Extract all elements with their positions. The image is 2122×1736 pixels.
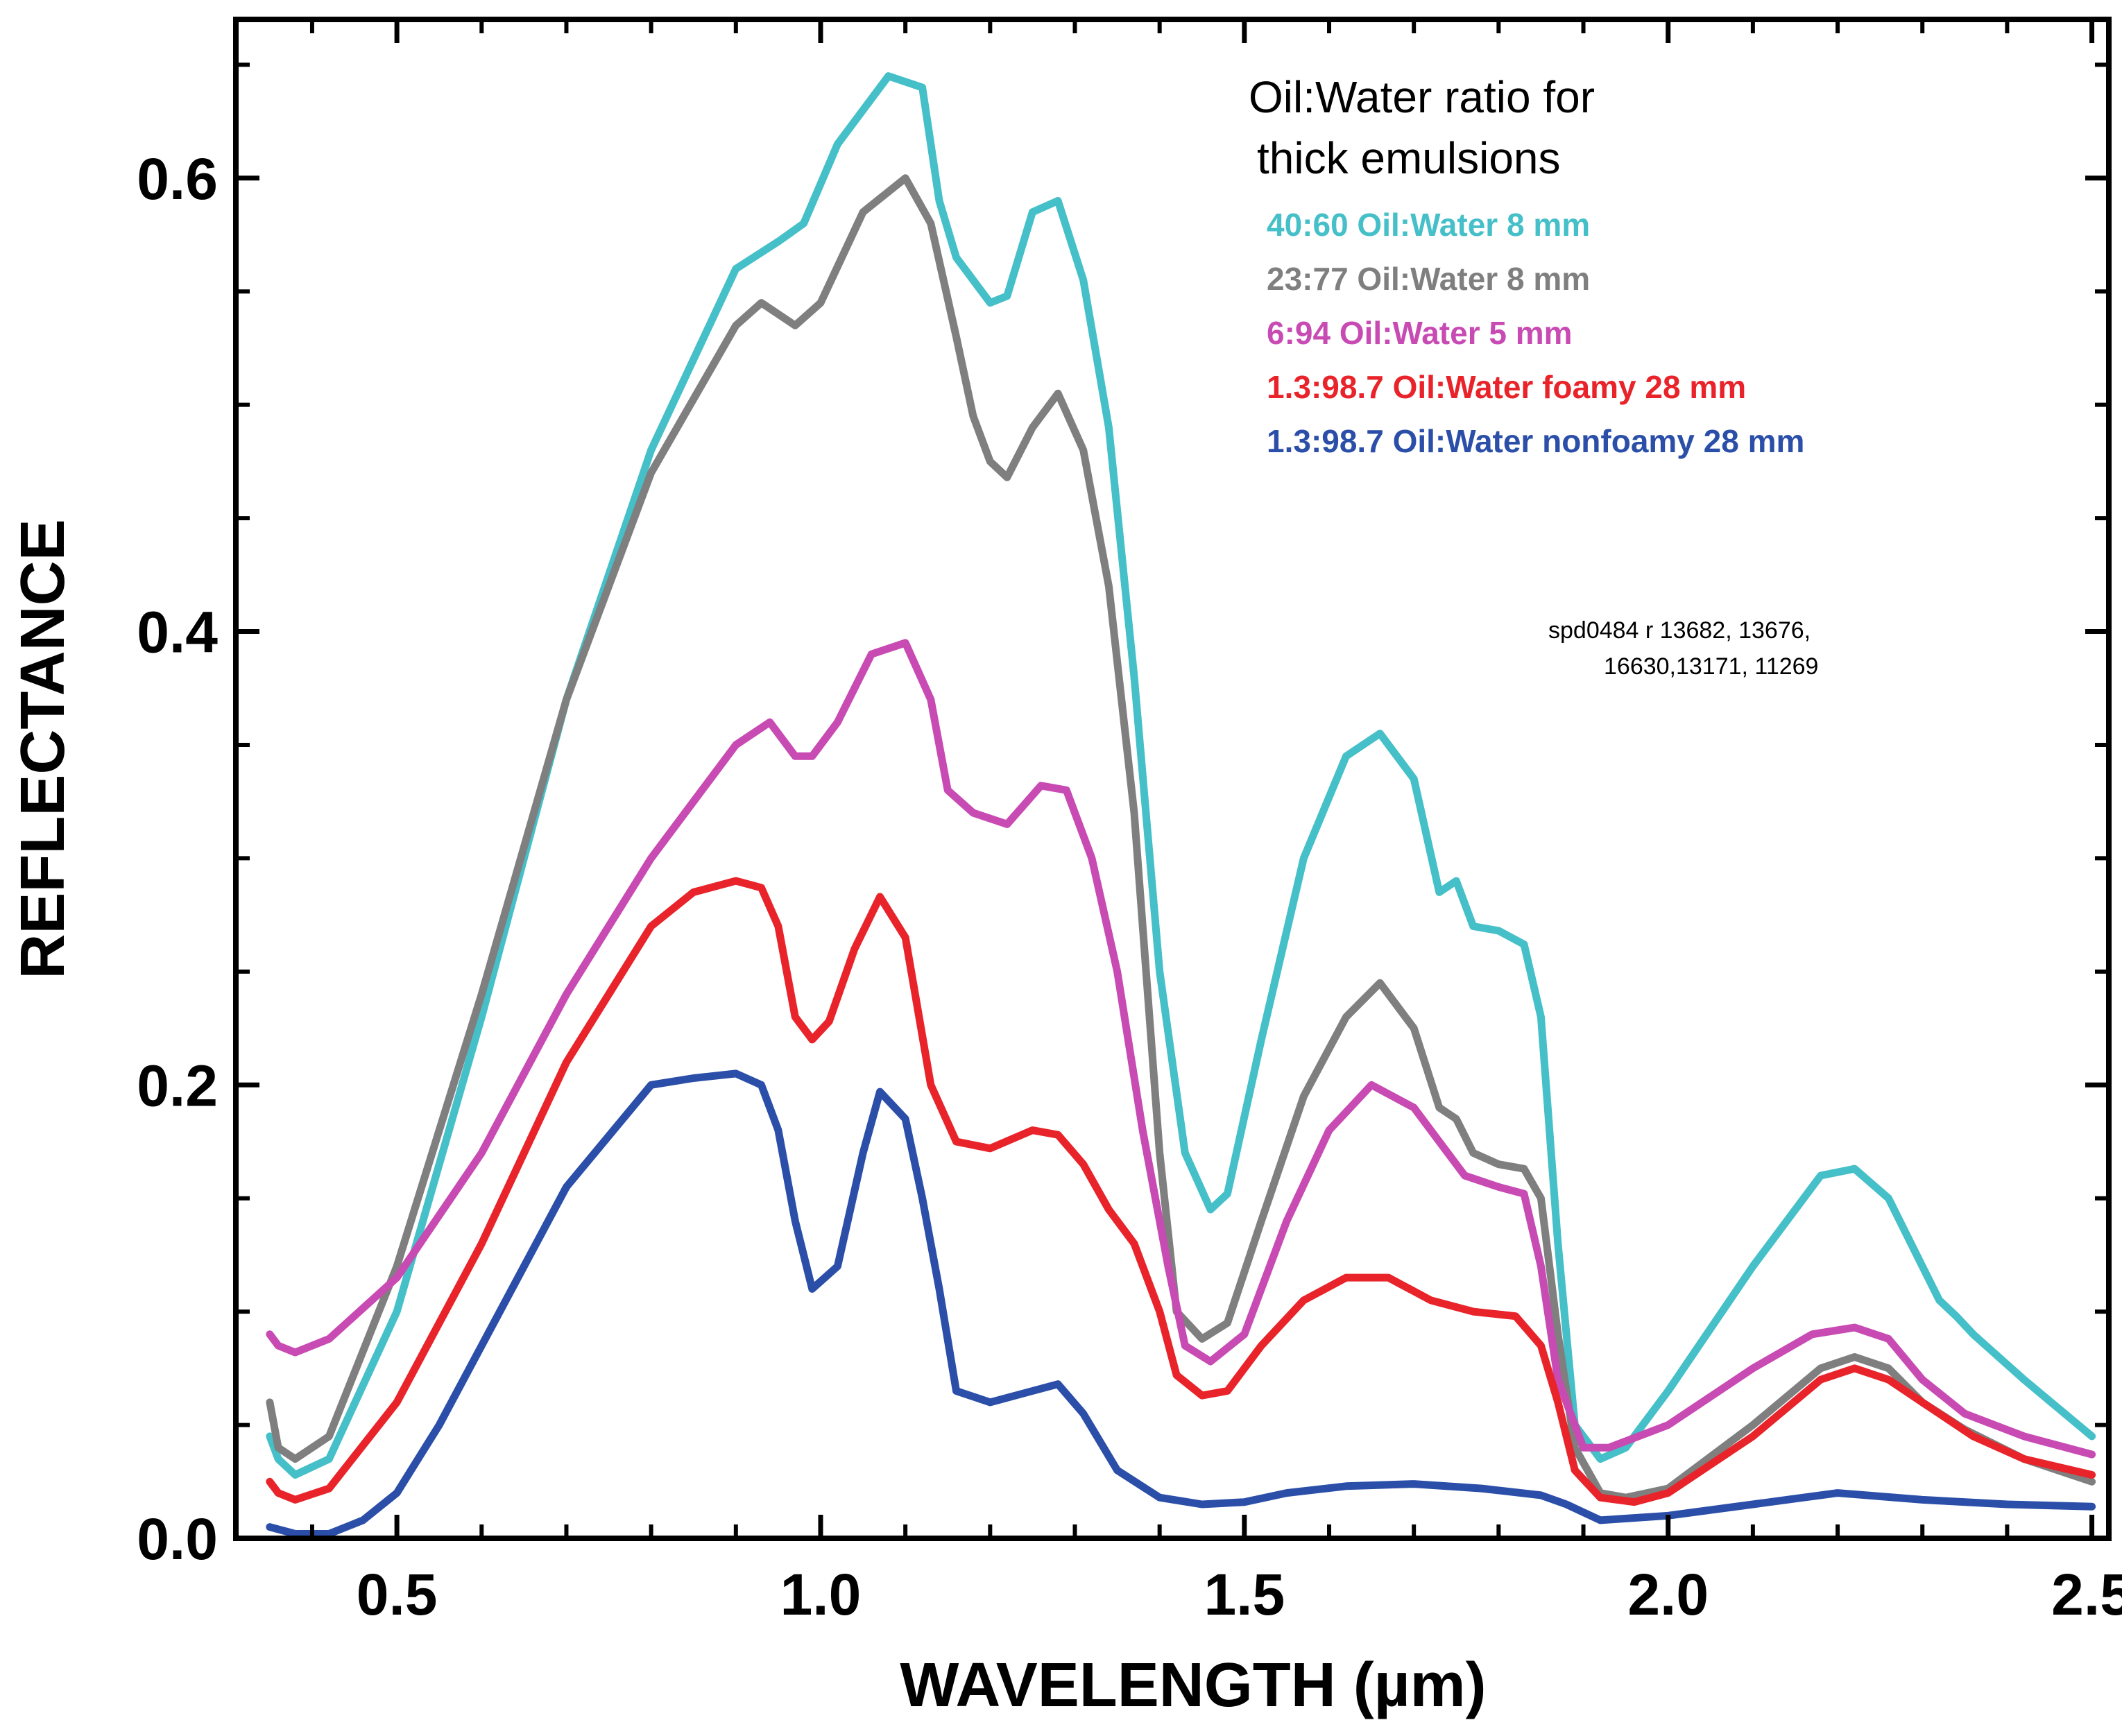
series-layer xyxy=(266,72,2096,1538)
y-tick-label: 0.4 xyxy=(137,600,218,665)
y-tick-label: 0.6 xyxy=(137,146,218,212)
plot-frame xyxy=(233,17,2112,1541)
series-line-2 xyxy=(266,174,2096,1502)
x-tick-label: 1.0 xyxy=(780,1562,862,1627)
legend-entry-4: 1.3:98.7 Oil:Water foamy 28 mm xyxy=(1267,369,1746,405)
x-tick-label: 2.5 xyxy=(2051,1562,2122,1627)
legend-entry-2: 23:77 Oil:Water 8 mm xyxy=(1267,261,1590,297)
tick-labels-layer: 0.5 1.0 1.5 2.0 2.5 0.0 0.2 0.4 0.6 xyxy=(137,146,2122,1627)
ticks-layer xyxy=(236,19,2109,1541)
y-axis-title: REFLECTANCE xyxy=(8,519,78,979)
series-line-1 xyxy=(266,72,2096,1479)
legend: Oil:Water ratio for thick emulsions 40:6… xyxy=(1249,72,1804,459)
spectra-id-annotation: spd0484 r 13682, 13676, 16630,13171, 112… xyxy=(1548,617,1818,680)
y-tick-label: 0.0 xyxy=(137,1506,218,1572)
y-tick-label: 0.2 xyxy=(137,1053,218,1118)
annotation-line-2: 16630,13171, 11269 xyxy=(1604,653,1818,680)
legend-title-line-1: Oil:Water ratio for xyxy=(1249,72,1595,122)
x-tick-label: 2.0 xyxy=(1627,1562,1709,1627)
legend-entry-5: 1.3:98.7 Oil:Water nonfoamy 28 mm xyxy=(1267,423,1804,459)
series-line-5 xyxy=(266,1069,2096,1538)
legend-title-line-2: thick emulsions xyxy=(1257,133,1561,183)
series-line-3 xyxy=(266,639,2096,1459)
x-tick-label: 0.5 xyxy=(357,1562,438,1627)
legend-entries: 40:60 Oil:Water 8 mm 23:77 Oil:Water 8 mm… xyxy=(1267,207,1804,459)
series-line-4 xyxy=(266,877,2096,1506)
legend-entry-1: 40:60 Oil:Water 8 mm xyxy=(1267,207,1590,243)
legend-entry-3: 6:94 Oil:Water 5 mm xyxy=(1267,315,1573,351)
annotation-line-1: spd0484 r 13682, 13676, xyxy=(1548,617,1811,644)
x-axis-title: WAVELENGTH (µm) xyxy=(900,1651,1486,1720)
x-tick-label: 1.5 xyxy=(1204,1562,1285,1627)
